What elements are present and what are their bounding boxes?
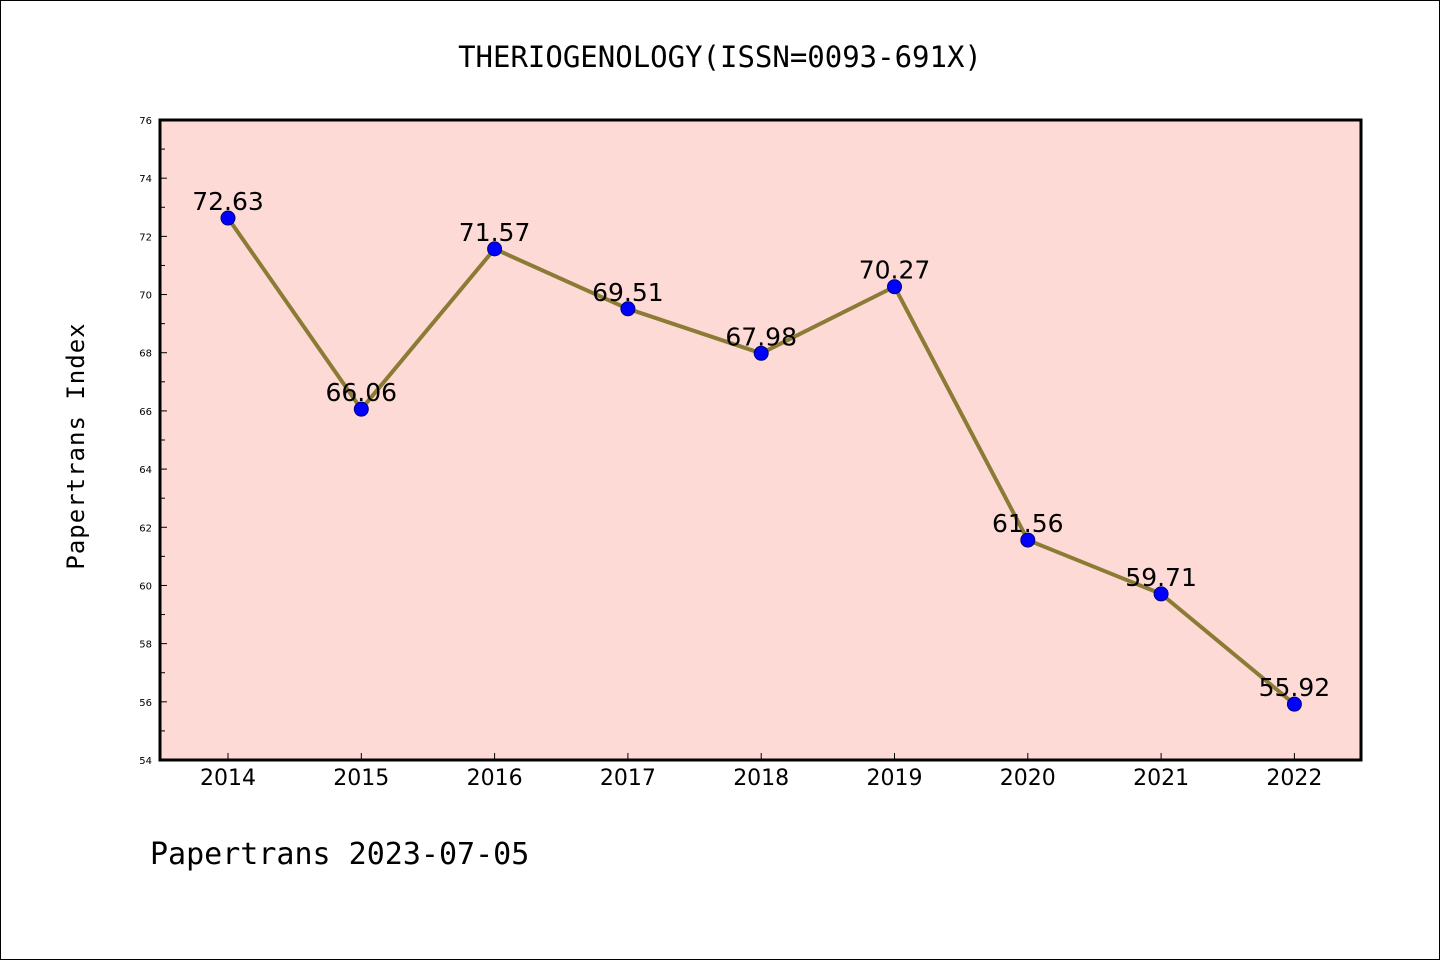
data-point xyxy=(1153,586,1169,602)
footer-credit: Papertrans 2023-07-05 xyxy=(150,837,529,872)
x-tick-label: 2020 xyxy=(1000,766,1056,791)
series-layer xyxy=(220,210,1302,712)
y-tick-label: 72 xyxy=(139,232,152,243)
y-axis: 54 56 58 60 62 64 66 68 70 72 74 76 xyxy=(139,116,167,767)
data-point xyxy=(887,279,902,295)
data-label: 59.71 xyxy=(1125,563,1197,592)
x-tick-label: 2015 xyxy=(333,766,389,791)
x-axis: 2014 2015 2016 2017 2018 2019 2020 2021 2022 xyxy=(200,753,1322,791)
data-point xyxy=(753,345,769,361)
y-tick-label: 56 xyxy=(139,698,152,709)
data-point xyxy=(620,301,636,317)
data-label: 70.27 xyxy=(859,256,931,285)
x-tick-label: 2017 xyxy=(600,766,656,791)
y-axis-title: Papertrans Index xyxy=(62,322,90,569)
data-label: 69.51 xyxy=(592,278,664,307)
data-label-layer: 72.63 66.06 71.57 69.51 67.98 70.27 61.56 59.71… xyxy=(192,187,1330,702)
y-tick-label: 64 xyxy=(139,465,152,476)
data-point xyxy=(1286,696,1302,712)
y-tick-label: 62 xyxy=(139,523,152,534)
x-tick-label: 2019 xyxy=(867,766,923,791)
data-label: 72.63 xyxy=(192,187,264,216)
x-tick-label: 2018 xyxy=(733,766,789,791)
data-point xyxy=(353,401,369,417)
data-label: 71.57 xyxy=(459,218,531,247)
y-tick-label: 66 xyxy=(139,407,152,418)
plot-area xyxy=(158,118,1363,762)
y-tick-label: 54 xyxy=(139,756,152,767)
y-tick-label: 60 xyxy=(139,581,152,592)
data-point xyxy=(1020,532,1036,548)
chart-title: THERIOGENOLOGY(ISSN=0093-691X) xyxy=(458,40,982,74)
x-tick-label: 2022 xyxy=(1266,766,1322,791)
y-tick-label: 74 xyxy=(139,174,152,185)
x-tick-label: 2016 xyxy=(467,766,523,791)
data-label: 61.56 xyxy=(992,509,1064,538)
data-label: 67.98 xyxy=(725,322,797,351)
y-tick-label: 70 xyxy=(139,291,152,302)
y-tick-label: 68 xyxy=(139,349,152,360)
data-label: 55.92 xyxy=(1259,673,1331,702)
data-point xyxy=(220,210,236,226)
x-tick-label: 2021 xyxy=(1133,766,1189,791)
y-tick-label: 76 xyxy=(139,116,152,127)
y-tick-label: 58 xyxy=(139,640,152,651)
x-tick-label: 2014 xyxy=(200,766,256,791)
data-label: 66.06 xyxy=(326,378,398,407)
data-point xyxy=(487,241,503,257)
